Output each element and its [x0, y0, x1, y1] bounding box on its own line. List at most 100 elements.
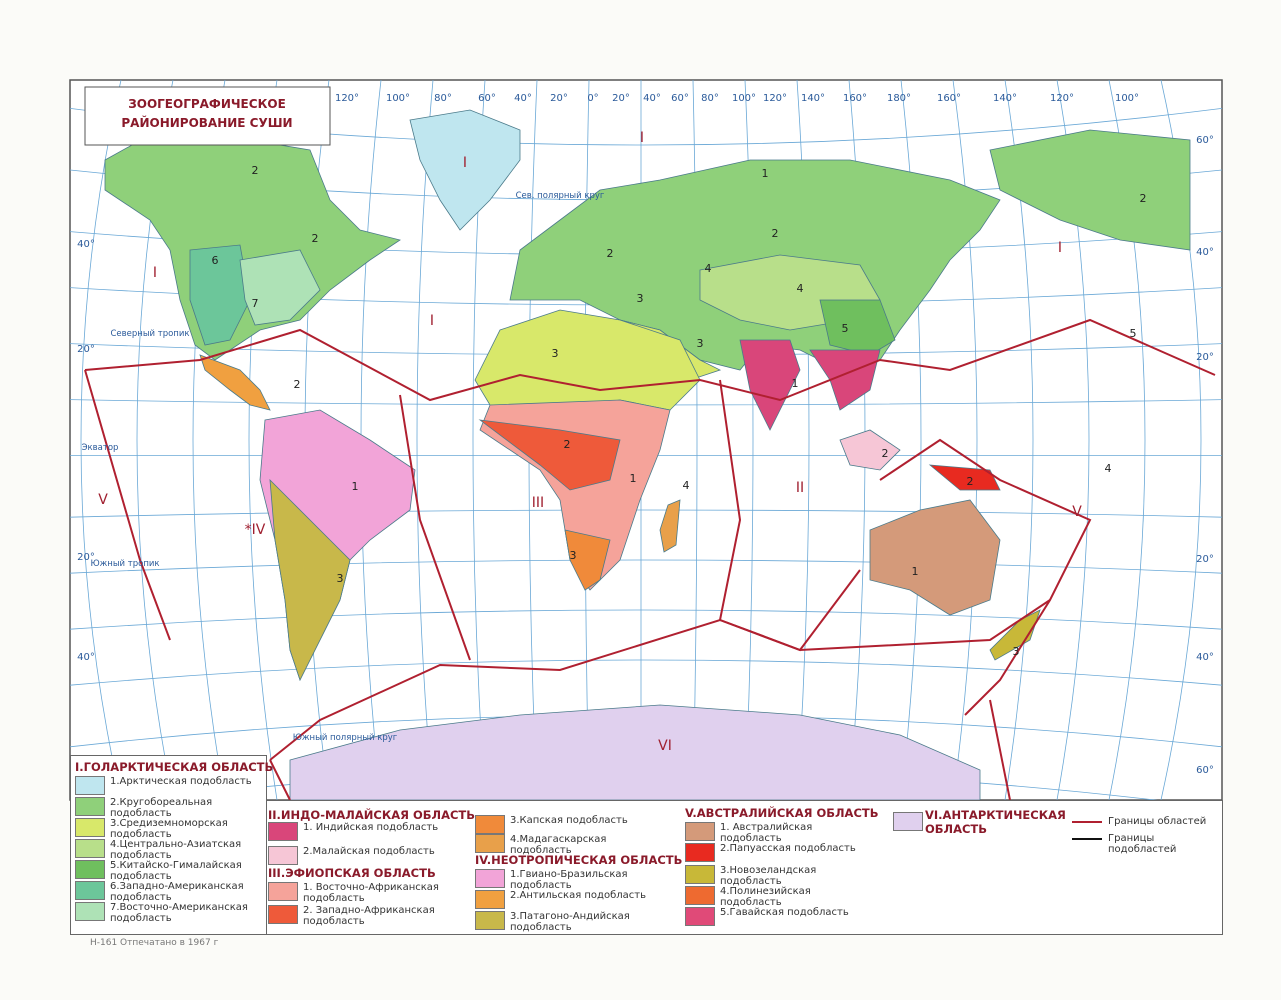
legend-swatch	[268, 822, 298, 841]
legend-swatch	[75, 902, 105, 921]
subregion-label: 1	[630, 472, 637, 485]
subregion-label: 6	[212, 254, 219, 267]
subregion-label: 1	[762, 167, 769, 180]
legend-swatch	[685, 865, 715, 884]
parallel	[69, 509, 1223, 518]
legend-item-label: 5.Гавайская подобласть	[720, 907, 849, 918]
legend-item-label: 1.Арктическая подобласть	[110, 776, 252, 787]
central-america	[199, 354, 271, 411]
region-label: II	[796, 480, 804, 496]
patagonia	[269, 478, 351, 682]
latitude-label: 40°	[77, 239, 95, 250]
region-label: V	[1072, 504, 1082, 520]
legend-item-label: 7.Восточно-Американская подобласть	[110, 902, 248, 924]
longitude-label: 120°	[335, 93, 359, 104]
longitude-label: 100°	[386, 93, 410, 104]
greenland	[409, 109, 521, 231]
subregion-label: 2	[252, 164, 259, 177]
legend-item-label: 4.Мадагаскарская подобласть	[510, 834, 607, 856]
north-america	[104, 134, 401, 361]
legend-swatch	[75, 839, 105, 858]
latitude-label: 60°	[1196, 135, 1214, 146]
alaska	[989, 129, 1191, 251]
longitude-label: 20°	[612, 93, 630, 104]
circle-label: Южный полярный круг	[293, 733, 398, 743]
legend-swatch	[685, 886, 715, 905]
subregion-label: 3	[570, 549, 577, 562]
latitude-label: 20°	[1196, 352, 1214, 363]
latitude-label: 20°	[1196, 554, 1214, 565]
circle-label: Сев. полярный круг	[516, 191, 605, 201]
parallel	[69, 609, 1223, 630]
legend-swatch	[475, 869, 505, 888]
longitude-label: 0°	[587, 93, 598, 104]
region-boundaries	[84, 318, 1216, 801]
legend-item-label: 3.Средиземноморская подобласть	[110, 818, 228, 840]
region-label: I	[463, 155, 467, 171]
subregion-label: 1	[792, 377, 799, 390]
longitude-label: 160°	[843, 93, 867, 104]
legend-region-title: III.ЭФИОПСКАЯ ОБЛАСТЬ	[268, 866, 436, 880]
madagascar	[659, 499, 681, 553]
legend-swatch	[475, 834, 505, 853]
subregion-label: 2	[564, 438, 571, 451]
region-label: I	[640, 130, 644, 146]
legend-swatch	[268, 846, 298, 865]
region-label: VI	[658, 738, 672, 754]
longitude-label: 100°	[732, 93, 756, 104]
legend-item-label: 6.Западно-Американская подобласть	[110, 881, 244, 903]
region-label: V	[98, 492, 108, 508]
meridian	[952, 79, 978, 801]
map-title: РАЙОНИРОВАНИЕ СУШИ	[121, 115, 292, 130]
longitude-label: 40°	[514, 93, 532, 104]
legend-swatch	[475, 815, 505, 834]
subregion-label: 2	[312, 232, 319, 245]
legend-swatch	[475, 890, 505, 909]
longitude-label: 80°	[434, 93, 452, 104]
map-title: ЗООГЕОГРАФИЧЕСКОЕ	[128, 97, 286, 111]
legend-region-title: VI.АНТАРКТИЧЕСКАЯ ОБЛАСТЬ	[925, 808, 1066, 836]
legend-region-title: II.ИНДО-МАЛАЙСКАЯ ОБЛАСТЬ	[268, 808, 476, 822]
legend-swatch	[685, 843, 715, 862]
region-label: I	[153, 265, 157, 281]
legend-swatch	[268, 882, 298, 901]
subregion-label: 2	[1140, 192, 1147, 205]
legend-item-label: 2.Антильская подобласть	[510, 890, 646, 901]
australia	[869, 499, 1001, 616]
longitude-label: 20°	[550, 93, 568, 104]
longitude-label: 120°	[763, 93, 787, 104]
boundary-label: Границы подобластей	[1108, 833, 1177, 855]
longitude-label: 140°	[993, 93, 1017, 104]
subregion-label: 4	[705, 262, 712, 275]
longitude-label: 40°	[643, 93, 661, 104]
legend-box	[266, 800, 1223, 935]
india	[739, 339, 801, 431]
boundary-line	[1072, 838, 1102, 840]
longitude-label: 160°	[937, 93, 961, 104]
subregion-label: 3	[1013, 645, 1020, 658]
region-label: I	[430, 313, 434, 329]
subregion-label: 4	[1105, 462, 1112, 475]
subregion-label: 3	[337, 572, 344, 585]
longitude-label: 80°	[701, 93, 719, 104]
legend-item-label: 2.Малайская подобласть	[303, 846, 435, 857]
circle-label: Южный тропик	[90, 559, 159, 569]
legend-item-label: 1. Индийская подобласть	[303, 822, 439, 833]
subregion-label: 2	[882, 447, 889, 460]
china	[819, 299, 896, 356]
west-africa	[478, 419, 621, 491]
indochina	[809, 349, 881, 411]
region-label: I	[1058, 240, 1062, 256]
legend-item-label: 3.Новозеландская подобласть	[720, 865, 817, 887]
legend-item-label: 1. Австралийская подобласть	[720, 822, 813, 844]
longitude-label: 120°	[1050, 93, 1074, 104]
legend-item-label: 3.Капская подобласть	[510, 815, 628, 826]
subregion-label: 5	[842, 322, 849, 335]
subregion-label: 3	[552, 347, 559, 360]
legend-item-label: 4.Полинезийская подобласть	[720, 886, 811, 908]
subregion-label: 2	[294, 378, 301, 391]
print-note: Н-161 Отпечатано в 1967 г	[90, 938, 219, 948]
region-label: *IV	[245, 522, 266, 538]
legend-swatch	[75, 818, 105, 837]
legend-swatch	[475, 911, 505, 930]
